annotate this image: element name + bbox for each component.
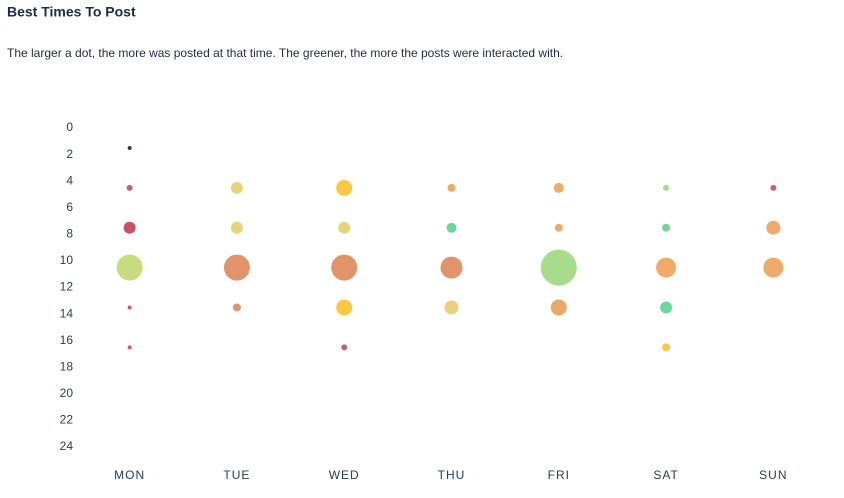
y-tick-label: 12	[60, 280, 74, 294]
bubble	[766, 220, 781, 235]
bubble	[550, 299, 567, 316]
bubble	[123, 221, 136, 234]
bubble	[336, 179, 353, 196]
x-tick-label: TUE	[223, 468, 250, 482]
y-tick-label: 4	[66, 173, 73, 187]
bubble	[444, 300, 459, 315]
y-tick-label: 16	[60, 333, 74, 347]
x-tick-label: SUN	[759, 468, 787, 482]
bubble	[447, 183, 456, 192]
chart-title: Best Times To Post	[7, 4, 136, 20]
x-tick-label: FRI	[548, 468, 570, 482]
y-tick-label: 22	[60, 413, 74, 427]
bubble	[127, 145, 132, 150]
x-tick-label: SAT	[653, 468, 678, 482]
bubble	[553, 182, 564, 193]
y-tick-label: 2	[66, 147, 73, 161]
bubble	[446, 222, 457, 233]
y-tick-label: 14	[60, 306, 74, 320]
bubble	[656, 257, 677, 278]
bubble	[126, 184, 133, 191]
y-tick-label: 18	[60, 359, 74, 373]
x-tick-label: WED	[329, 468, 360, 482]
bubble	[223, 254, 250, 281]
bubble	[341, 344, 348, 351]
bubble	[230, 221, 243, 234]
bubble	[440, 256, 463, 279]
bubble	[662, 343, 671, 352]
bubble	[116, 254, 143, 281]
y-tick-label: 0	[66, 120, 73, 134]
bubble	[662, 223, 671, 232]
bubble	[232, 303, 241, 312]
bubble	[230, 181, 243, 194]
x-tick-label: MON	[114, 468, 145, 482]
y-tick-label: 20	[60, 386, 74, 400]
y-tick-label: 10	[60, 253, 74, 267]
chart-subtitle: The larger a dot, the more was posted at…	[7, 46, 563, 60]
x-tick-label: THU	[438, 468, 466, 482]
bubble	[338, 221, 351, 234]
bubble	[127, 345, 132, 350]
y-tick-label: 8	[66, 227, 73, 241]
bubble	[763, 257, 784, 278]
bubble	[336, 299, 353, 316]
bubble	[331, 254, 358, 281]
y-tick-label: 6	[66, 200, 73, 214]
bubble	[660, 301, 673, 314]
bubble	[770, 184, 777, 191]
bubble	[540, 249, 577, 286]
bubble	[663, 184, 670, 191]
bubble	[127, 305, 132, 310]
y-tick-label: 24	[60, 439, 74, 453]
bubble	[554, 223, 563, 232]
